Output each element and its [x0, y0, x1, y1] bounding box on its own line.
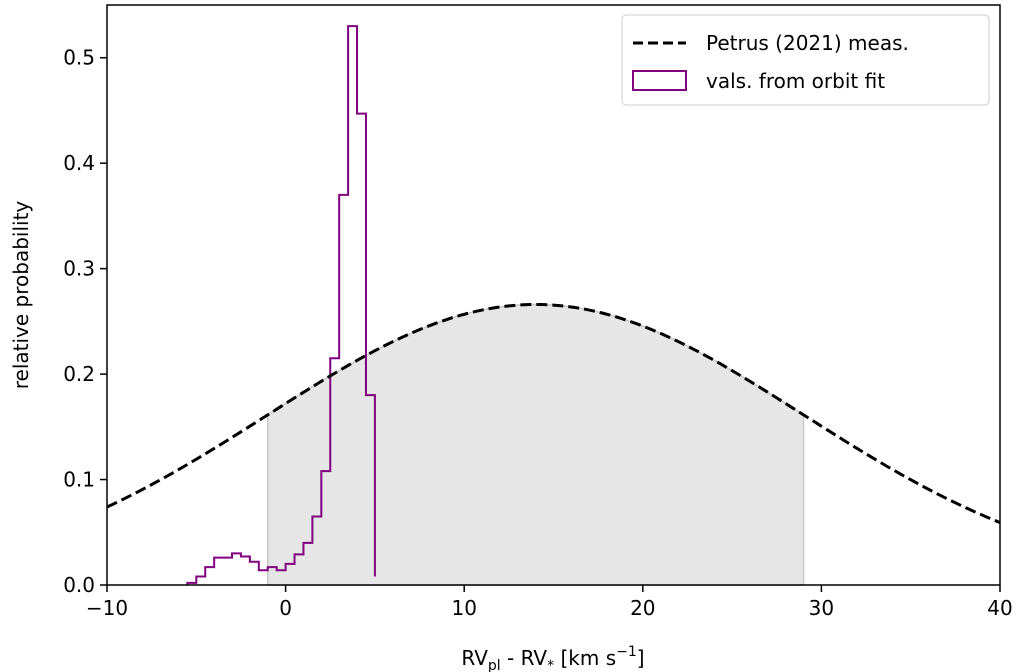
- y-tick-label: 0.1: [63, 468, 95, 492]
- x-tick-label: 40: [987, 596, 1012, 620]
- plot-frame: [106, 4, 1001, 586]
- legend: Petrus (2021) meas. vals. from orbit fit: [621, 14, 990, 106]
- x-label-main: RV: [461, 646, 488, 670]
- shaded-interval: [266, 303, 805, 586]
- y-axis-label: relative probability: [9, 201, 33, 390]
- histogram-step-line: [186, 25, 376, 585]
- x-axis-ticks: −10 0 10 20 30 40: [86, 585, 1013, 620]
- histogram-series: [186, 25, 376, 585]
- y-tick-label: 0.0: [63, 573, 95, 597]
- y-tick-label: 0.2: [63, 362, 95, 386]
- shaded-region: [266, 303, 805, 586]
- x-tick-label: 10: [451, 596, 476, 620]
- gaussian-series: [106, 302, 1001, 524]
- x-label-unit: [km s: [554, 646, 616, 670]
- legend-box: [621, 14, 990, 106]
- x-label-mid: - RV: [501, 646, 548, 670]
- x-label-sup: −1: [616, 644, 637, 660]
- gaussian-curve: [106, 302, 1001, 524]
- y-tick-label: 0.4: [63, 151, 95, 175]
- legend-histogram-label: vals. from orbit fit: [706, 69, 885, 93]
- legend-histogram-swatch: [632, 70, 687, 91]
- y-tick-label: 0.5: [63, 46, 95, 70]
- y-tick-label: 0.3: [63, 257, 95, 281]
- x-axis-label: RVpl - RV* [km s−1]: [461, 644, 644, 672]
- x-tick-label: 0: [279, 596, 292, 620]
- x-tick-label: 30: [809, 596, 834, 620]
- x-tick-label: 20: [630, 596, 655, 620]
- x-label-end: ]: [637, 646, 645, 670]
- y-axis-ticks: 0.0 0.1 0.2 0.3 0.4 0.5: [63, 46, 107, 597]
- legend-gaussian-label: Petrus (2021) meas.: [706, 31, 909, 55]
- x-label-sub-star: *: [547, 658, 554, 672]
- x-label-sub-pl: pl: [488, 658, 501, 672]
- x-tick-label: −10: [86, 596, 128, 620]
